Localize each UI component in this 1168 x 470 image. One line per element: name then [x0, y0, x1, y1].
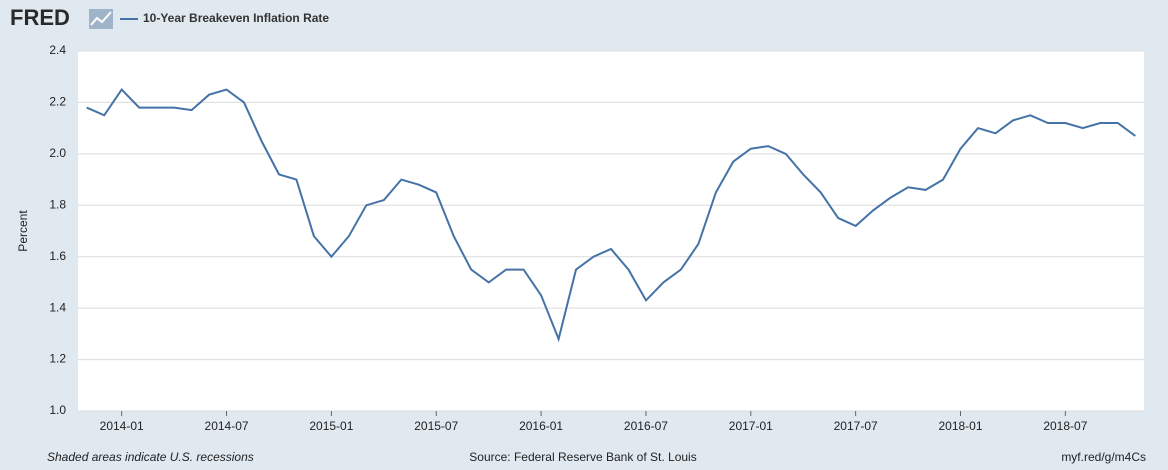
x-tick-label: 2018-01	[938, 419, 982, 433]
y-tick-label: 2.2	[49, 95, 66, 109]
x-tick-label: 2015-07	[414, 419, 458, 433]
footer-link: myf.red/g/m4Cs	[1061, 450, 1146, 464]
y-tick-label: 1.8	[49, 197, 66, 211]
footer-note: Shaded areas indicate U.S. recessions	[47, 450, 254, 464]
x-tick-label: 2015-01	[309, 419, 353, 433]
x-tick-label: 2018-07	[1043, 419, 1087, 433]
footer-source: Source: Federal Reserve Bank of St. Loui…	[469, 450, 696, 464]
x-tick-label: 2014-07	[205, 419, 249, 433]
x-tick-label: 2014-01	[100, 419, 144, 433]
data-line	[86, 88, 1136, 343]
y-tick-label: 2.0	[49, 146, 66, 160]
y-tick-label: 1.2	[49, 352, 66, 366]
y-axis-label: Percent	[16, 210, 30, 252]
logo: FRED	[10, 5, 70, 30]
logo-icon-line	[90, 11, 112, 26]
y-tick-label: 1.0	[49, 403, 66, 417]
legend-label: 10-Year Breakeven Inflation Rate	[143, 11, 329, 25]
x-tick-label: 2017-07	[834, 419, 878, 433]
x-tick-label: 2017-01	[729, 419, 773, 433]
y-tick-label: 1.6	[49, 249, 66, 263]
y-tick-label: 2.4	[49, 43, 66, 57]
y-tick-label: 1.4	[49, 300, 66, 314]
x-tick-label: 2016-01	[519, 419, 563, 433]
x-tick-label: 2016-07	[624, 419, 668, 433]
plot-area	[78, 51, 1144, 411]
logo-icon	[89, 9, 113, 29]
